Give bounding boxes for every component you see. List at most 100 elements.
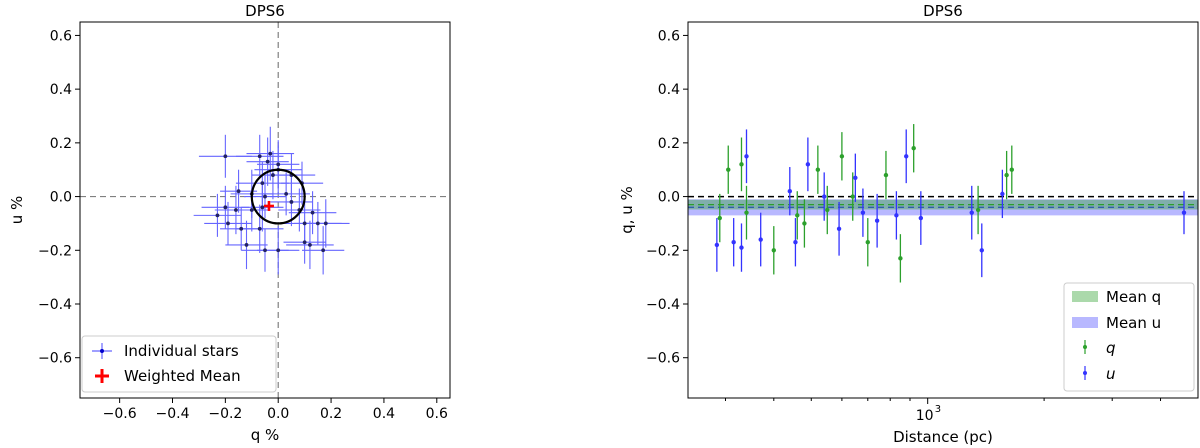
left-x-tick-label-3: 0.0: [267, 406, 289, 422]
right-x-tick-label-0: 10: [916, 408, 934, 424]
reference-circle: [250, 168, 306, 225]
q-point-14: [911, 124, 916, 173]
u-point-8: [821, 172, 827, 221]
star-marker-32: [308, 243, 312, 247]
u-point-17: [979, 223, 984, 278]
right-x-tick-exponent-0: 3: [935, 404, 941, 415]
q-point-17: [1009, 145, 1014, 194]
left-y-axis-label: u %: [8, 196, 26, 225]
right-chart-title: DPS6: [923, 2, 963, 20]
left-y-tick-label-6: 0.6: [50, 28, 72, 44]
legend-label-mean-u: Mean u: [1106, 314, 1161, 332]
left-x-tick-label-0: −0.6: [103, 406, 137, 422]
u-point-19: [1181, 191, 1187, 235]
star-marker-10: [236, 189, 241, 194]
right-ticks: 10 3 −0.6 −0.4 −0.2 0.0 0.2 0.4 0.6: [646, 28, 1162, 424]
star-marker-6: [276, 162, 281, 167]
star-marker-18: [260, 205, 265, 210]
q-point-16: [1004, 150, 1009, 200]
star-marker-4: [271, 173, 275, 177]
u-point-16: [969, 185, 974, 240]
u-point-14: [904, 129, 909, 184]
star-marker-31: [302, 240, 307, 245]
u-point-12: [874, 193, 880, 248]
q-point-4: [771, 226, 776, 275]
star-marker-27: [276, 248, 281, 253]
left-plot-area: [193, 126, 350, 275]
star-marker-20: [310, 210, 315, 215]
q-point-12: [883, 150, 889, 200]
q-point-7: [815, 145, 821, 194]
u-point-13: [894, 191, 899, 240]
left-x-tick-label-1: −0.4: [156, 406, 190, 422]
u-point-15: [918, 191, 924, 245]
left-legend-frame: [81, 335, 277, 393]
star-marker-14: [289, 200, 294, 204]
right-y-tick-label-0: −0.6: [646, 351, 680, 367]
legend-label-weighted-mean: Weighted Mean: [124, 367, 241, 385]
right-y-tick-label-4: 0.2: [658, 136, 680, 152]
u-point-2: [739, 223, 744, 272]
left-ticks: −0.6 −0.4 −0.2 0.0 0.2 0.4 0.6 −0.6 −0.4 −0.2 0.0 0…: [38, 28, 448, 422]
u-point-7: [805, 137, 811, 192]
legend-marker-weighted-mean: [95, 369, 109, 383]
q-point-3: [744, 185, 749, 240]
star-marker-12: [263, 194, 267, 199]
star-marker-15: [223, 205, 228, 210]
star-marker-5: [268, 151, 273, 156]
weighted-mean-marker: [263, 200, 274, 211]
left-legend: Individual stars Weighted Mean: [81, 335, 277, 393]
star-marker-17: [249, 208, 254, 212]
right-legend: Mean q Mean u q u: [1063, 282, 1195, 392]
left-x-tick-label-4: 0.2: [320, 406, 342, 422]
q-point-13: [898, 234, 903, 283]
q-point-15: [975, 185, 981, 235]
u-point-10: [853, 153, 858, 202]
right-x-axis-label: Distance (pc): [893, 428, 993, 446]
q-point-5: [795, 191, 800, 240]
star-marker-26: [263, 248, 267, 253]
left-y-tick-label-2: −0.2: [38, 243, 72, 259]
q-point-10: [850, 172, 855, 221]
legend-marker-u: [1083, 366, 1087, 380]
left-x-tick-label-2: −0.2: [208, 406, 242, 422]
star-marker-3: [260, 181, 265, 186]
u-point-1: [731, 218, 736, 267]
q-point-2: [739, 137, 744, 192]
left-y-tick-label-3: 0.0: [50, 190, 72, 206]
u-point-4: [758, 212, 763, 267]
legend-label-u: u: [1106, 365, 1116, 383]
u-point-3: [744, 129, 749, 184]
legend-marker-individual-stars: [92, 343, 112, 359]
right-y-axis-label: q, u %: [618, 186, 636, 234]
right-plot-area: [688, 124, 1198, 283]
star-marker-22: [226, 221, 230, 226]
star-marker-21: [215, 213, 220, 218]
left-axes-frame: [79, 21, 451, 399]
legend-label-mean-q: Mean q: [1106, 288, 1161, 306]
legend-marker-mean-q: [1072, 291, 1098, 302]
u-point-18: [1000, 169, 1005, 219]
q-point-8: [825, 185, 830, 235]
u-point-0: [714, 218, 720, 272]
u-point-6: [793, 218, 798, 267]
star-marker-30: [323, 221, 328, 226]
star-marker-25: [244, 243, 249, 247]
right-axes-frame: [687, 21, 1199, 399]
legend-marker-q: [1083, 340, 1087, 354]
u-point-9: [836, 201, 842, 256]
right-y-tick-label-6: 0.6: [658, 28, 680, 44]
left-x-axis-label: q %: [251, 426, 280, 444]
left-y-tick-label-0: −0.6: [38, 351, 72, 367]
right-y-tick-label-5: 0.4: [658, 82, 680, 98]
q-point-11: [865, 218, 870, 267]
q-point-1: [726, 145, 731, 194]
left-x-tick-label-5: 0.4: [373, 406, 395, 422]
star-marker-29: [315, 221, 320, 226]
star-marker-13: [284, 191, 289, 196]
legend-label-q: q: [1106, 339, 1116, 357]
legend-marker-mean-u: [1072, 317, 1098, 328]
right-y-tick-label-3: 0.0: [658, 190, 680, 206]
star-marker-23: [239, 226, 244, 231]
q-point-6: [802, 199, 807, 248]
